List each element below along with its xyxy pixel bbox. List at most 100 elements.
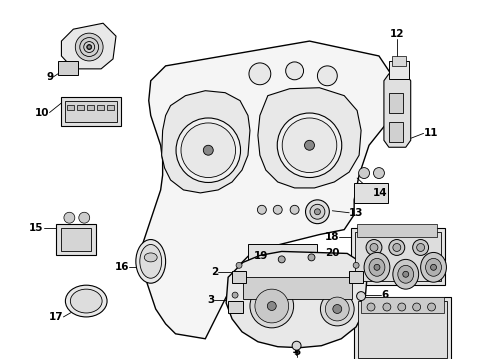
Bar <box>97 105 104 109</box>
Ellipse shape <box>320 292 353 326</box>
Ellipse shape <box>282 118 336 172</box>
Ellipse shape <box>86 45 92 50</box>
Ellipse shape <box>366 239 381 255</box>
Ellipse shape <box>144 253 157 262</box>
Bar <box>232 271 245 283</box>
Bar <box>388 122 402 142</box>
Bar <box>247 244 317 299</box>
Polygon shape <box>383 74 410 147</box>
Ellipse shape <box>305 200 328 224</box>
Bar <box>388 93 402 113</box>
Text: 10: 10 <box>35 108 49 117</box>
Bar <box>354 231 441 281</box>
Ellipse shape <box>278 256 285 263</box>
Ellipse shape <box>80 37 99 57</box>
Bar <box>87 105 94 109</box>
Ellipse shape <box>388 239 404 255</box>
Ellipse shape <box>412 239 427 255</box>
Ellipse shape <box>368 258 384 276</box>
Text: 5: 5 <box>292 347 300 357</box>
Bar <box>65 100 117 122</box>
Ellipse shape <box>382 303 390 311</box>
Ellipse shape <box>420 252 446 282</box>
Ellipse shape <box>314 209 320 215</box>
Bar <box>360 297 444 313</box>
Text: 17: 17 <box>49 312 63 322</box>
Ellipse shape <box>412 303 420 311</box>
Ellipse shape <box>181 123 235 177</box>
Polygon shape <box>257 88 360 188</box>
Bar <box>67 105 74 109</box>
Bar <box>61 96 121 126</box>
Text: 18: 18 <box>324 231 339 242</box>
Ellipse shape <box>273 205 282 214</box>
Ellipse shape <box>425 258 441 276</box>
Text: 2: 2 <box>210 267 218 277</box>
Ellipse shape <box>369 243 377 251</box>
Bar <box>391 56 405 66</box>
Ellipse shape <box>397 265 413 283</box>
Ellipse shape <box>254 289 288 323</box>
Bar <box>350 228 445 285</box>
Bar <box>356 224 436 237</box>
Ellipse shape <box>176 118 240 183</box>
Bar <box>59 61 78 75</box>
Ellipse shape <box>416 243 424 251</box>
Ellipse shape <box>366 303 374 311</box>
Text: 3: 3 <box>206 295 214 305</box>
Ellipse shape <box>358 168 369 179</box>
Text: 11: 11 <box>423 129 437 138</box>
Ellipse shape <box>392 243 400 251</box>
Text: 13: 13 <box>348 208 363 218</box>
Ellipse shape <box>304 140 314 150</box>
Ellipse shape <box>140 244 162 278</box>
Ellipse shape <box>309 204 324 219</box>
Ellipse shape <box>203 145 213 155</box>
Text: 4: 4 <box>372 264 380 274</box>
Bar <box>353 297 450 360</box>
Ellipse shape <box>427 303 435 311</box>
Ellipse shape <box>352 262 358 268</box>
Ellipse shape <box>289 205 299 214</box>
Ellipse shape <box>332 305 341 314</box>
Ellipse shape <box>317 66 337 86</box>
Polygon shape <box>162 91 249 193</box>
Text: 15: 15 <box>29 222 43 233</box>
Text: 16: 16 <box>114 262 129 272</box>
Ellipse shape <box>257 205 266 214</box>
Ellipse shape <box>83 41 95 53</box>
Polygon shape <box>225 251 366 348</box>
Ellipse shape <box>232 292 238 298</box>
Ellipse shape <box>392 260 418 289</box>
Ellipse shape <box>373 264 379 270</box>
Ellipse shape <box>402 271 408 277</box>
Ellipse shape <box>249 284 293 328</box>
Ellipse shape <box>307 254 314 261</box>
Text: 14: 14 <box>372 188 387 198</box>
Bar <box>61 228 91 251</box>
Ellipse shape <box>75 33 103 61</box>
Text: 19: 19 <box>253 251 267 261</box>
Polygon shape <box>61 23 116 69</box>
Text: 6: 6 <box>380 290 387 300</box>
Ellipse shape <box>277 113 341 177</box>
Ellipse shape <box>79 212 89 223</box>
Ellipse shape <box>364 252 389 282</box>
Text: 20: 20 <box>325 248 339 258</box>
Ellipse shape <box>64 212 75 223</box>
Ellipse shape <box>356 292 365 301</box>
Bar <box>56 224 96 255</box>
Ellipse shape <box>136 239 165 283</box>
Bar <box>77 105 84 109</box>
Ellipse shape <box>65 285 107 317</box>
Ellipse shape <box>325 297 348 321</box>
Bar <box>388 61 408 79</box>
Ellipse shape <box>267 302 276 310</box>
Text: 7: 7 <box>434 270 441 280</box>
Ellipse shape <box>70 289 102 313</box>
Ellipse shape <box>87 45 91 49</box>
Bar <box>243 277 351 299</box>
Text: 12: 12 <box>389 29 403 39</box>
Bar <box>228 301 243 313</box>
Text: 9: 9 <box>46 72 53 82</box>
